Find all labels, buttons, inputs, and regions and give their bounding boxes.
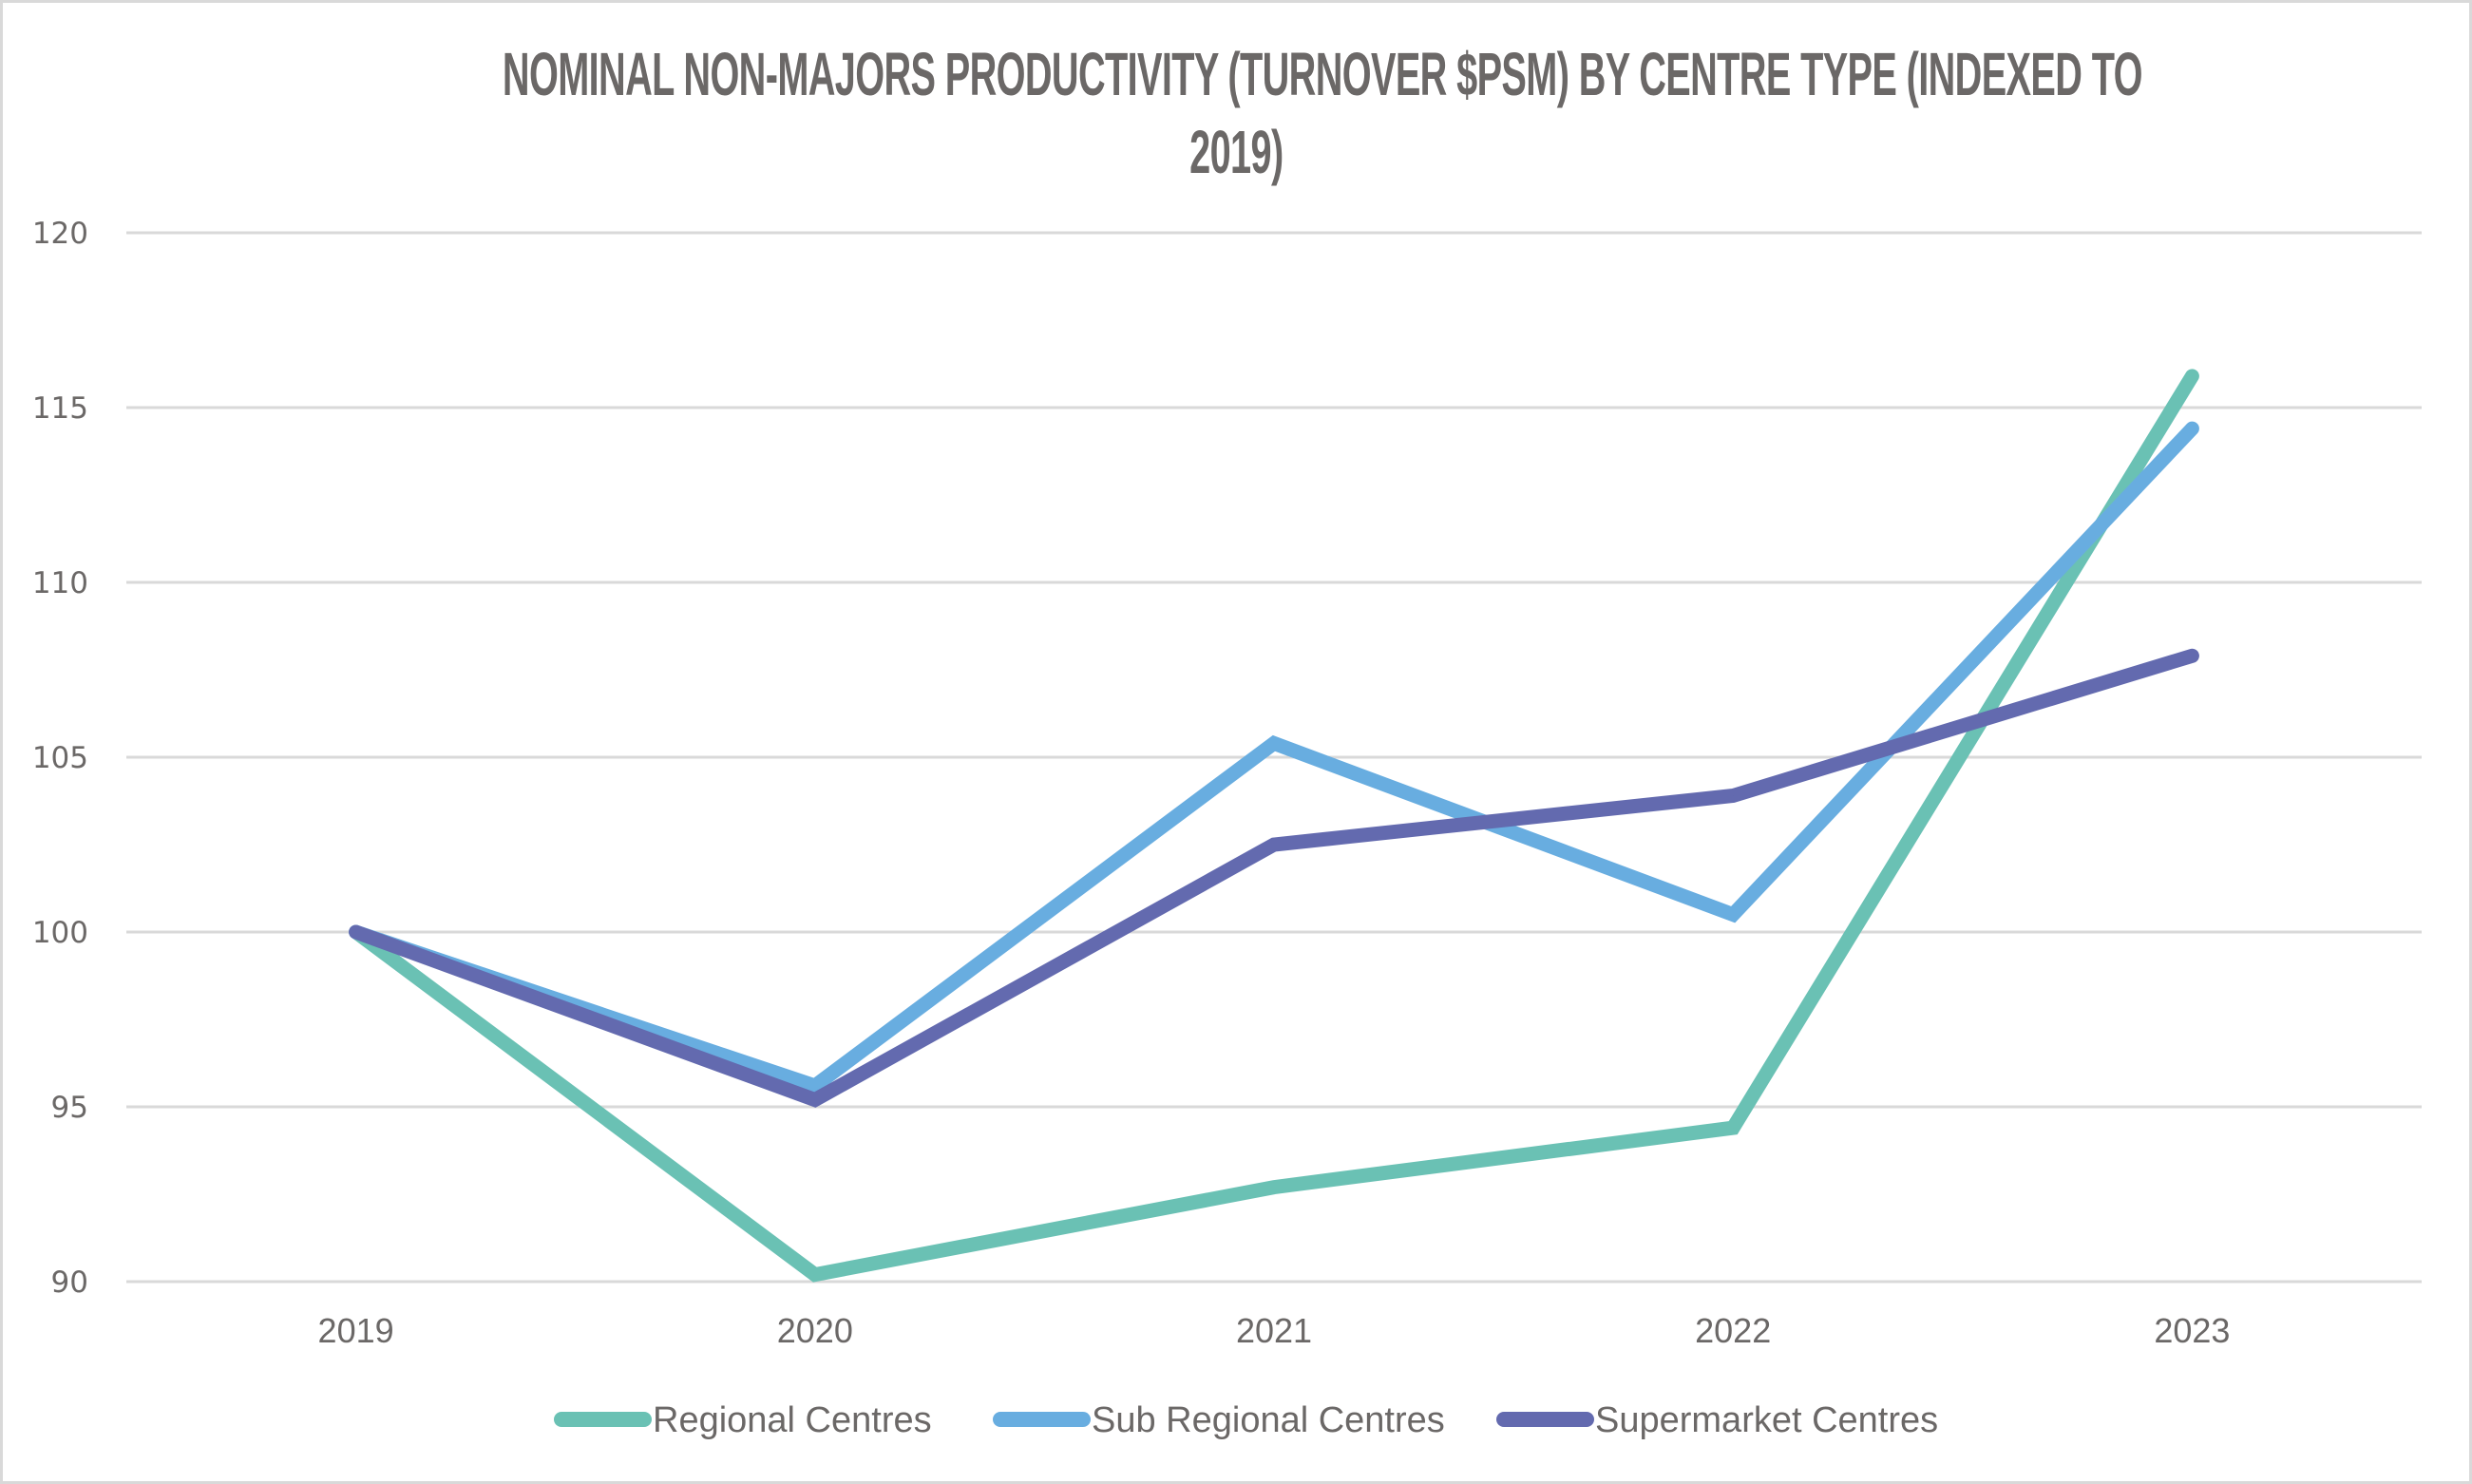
data-point	[2191, 375, 2193, 377]
y-tick-label: 105	[32, 741, 88, 775]
x-tick-label: 2020	[777, 1311, 853, 1350]
x-tick-label: 2021	[1236, 1311, 1312, 1350]
series-lines	[349, 369, 2199, 1283]
series-line-regional-centres	[349, 369, 2199, 1283]
y-axis-labels: 90 95 100 105 110 115 120	[32, 217, 88, 1300]
data-point	[1273, 844, 1275, 846]
y-tick-label: 115	[32, 391, 88, 426]
legend-item: Sub Regional Centres	[993, 1400, 1445, 1440]
chart-title-text-1: NOMINAL NON-MAJORS PRODUCTIVITY (TURNOVE…	[502, 40, 2143, 108]
data-point	[1273, 1187, 1275, 1189]
data-point	[2191, 428, 2193, 429]
chart-title-line-1: NOMINAL NON-MAJORS PRODUCTIVITY (TURNOVE…	[0, 44, 2472, 105]
data-point	[1732, 1127, 1734, 1129]
x-tick-label: 2022	[1695, 1311, 1771, 1350]
legend-label: Regional Centres	[653, 1400, 932, 1440]
y-tick-label: 90	[51, 1265, 88, 1300]
legend-label: Supermarket Centres	[1595, 1400, 1938, 1440]
y-tick-label: 120	[32, 217, 88, 251]
data-point	[814, 1099, 816, 1101]
x-tick-label: 2019	[318, 1311, 394, 1350]
data-point	[355, 931, 357, 933]
x-tick-label: 2023	[2154, 1311, 2230, 1350]
y-tick-label: 110	[32, 566, 88, 600]
data-point	[1732, 794, 1734, 796]
legend-item: Supermarket Centres	[1496, 1400, 1938, 1440]
gridlines	[126, 231, 2422, 1284]
data-point	[814, 1085, 816, 1087]
y-tick-label: 100	[32, 916, 88, 950]
x-axis-labels: 2019 2020 2021 2022 2023	[318, 1311, 2231, 1350]
data-point	[1273, 742, 1275, 744]
y-tick-label: 95	[51, 1091, 88, 1125]
data-point	[814, 1274, 816, 1276]
chart-title-text-2: 2019)	[1188, 118, 1284, 186]
chart-title-line-2: 2019)	[0, 122, 2472, 182]
legend-label: Sub Regional Centres	[1092, 1400, 1445, 1440]
data-point	[1732, 914, 1734, 916]
legend-item: Regional Centres	[554, 1400, 932, 1440]
legend: Regional Centres Sub Regional Centres Supe…	[554, 1400, 1938, 1440]
